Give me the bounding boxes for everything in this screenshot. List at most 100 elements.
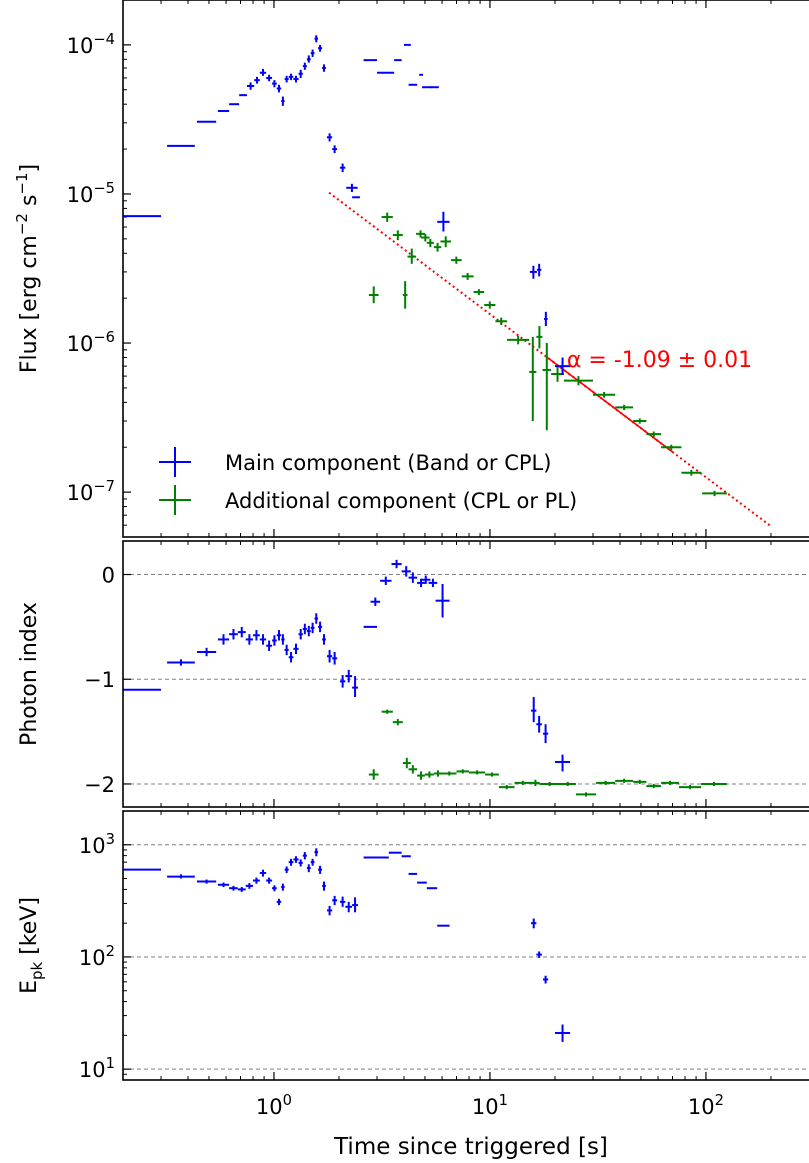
additional-point [681, 469, 702, 476]
main-point [322, 64, 326, 72]
additional-point [392, 230, 403, 241]
main-point [259, 68, 267, 76]
main-point [339, 675, 346, 688]
main-point [542, 975, 549, 984]
additional-point [381, 212, 393, 222]
additional-point [450, 256, 462, 264]
main-point [259, 869, 267, 877]
additional-point [381, 709, 393, 714]
additional-point [633, 779, 647, 784]
additional-point [433, 242, 442, 252]
main-point [276, 84, 282, 93]
main-point [536, 951, 542, 958]
additional-point [575, 792, 597, 797]
y-tick-label-epk-1: 102 [79, 943, 115, 970]
main-point [421, 575, 431, 584]
main-point [259, 634, 267, 645]
main-point [326, 649, 333, 663]
main-point [246, 82, 255, 90]
additional-point [701, 781, 727, 787]
main-point [196, 647, 217, 657]
additional-point [368, 769, 379, 780]
fit-line-solid [544, 355, 673, 453]
y-tick-label-epk-2: 103 [79, 831, 115, 858]
additional-point [529, 336, 537, 421]
main-point [391, 559, 402, 569]
main-point [284, 75, 289, 83]
main-point [339, 896, 346, 907]
main-point [322, 881, 326, 891]
additional-point [646, 783, 662, 789]
y-axis-label-epk: Epk [keV] [17, 897, 46, 994]
main-point [318, 621, 323, 633]
main-point [310, 49, 315, 57]
additional-point [424, 771, 434, 778]
additional-point [633, 418, 647, 424]
additional-point [702, 490, 727, 497]
x-axis-label: Time since triggered [s] [333, 1134, 608, 1160]
main-point [281, 883, 285, 891]
main-point [310, 858, 315, 866]
main-point [276, 630, 282, 641]
x-tick-label-1: 101 [472, 1092, 508, 1119]
additional-point [407, 248, 417, 264]
main-point [370, 597, 381, 606]
panel-flux: Flux [erg cm−2 s−1] α = -1.09 ± 0.01 Main … [13, 0, 809, 538]
main-point [542, 724, 549, 744]
main-point [293, 643, 299, 655]
main-point [167, 659, 195, 666]
main-point [298, 69, 303, 78]
main-point [531, 697, 537, 723]
additional-point [484, 301, 496, 309]
main-point [332, 145, 338, 154]
main-point [428, 578, 438, 588]
y-tick-label-flux-1: 10−6 [67, 329, 115, 356]
y-tick-label-flux-0: 10−7 [67, 478, 115, 505]
additional-point [473, 289, 485, 296]
main-point [346, 183, 358, 193]
x-tick-label-0: 100 [256, 1092, 292, 1119]
additional-point [615, 404, 634, 411]
main-point [293, 75, 299, 83]
main-point [276, 898, 282, 906]
y-axis-label-flux: Flux [erg cm−2 s−1] [13, 164, 42, 373]
main-point [281, 96, 285, 106]
main-point [318, 865, 323, 874]
main-point [288, 858, 294, 866]
additional-point [426, 238, 434, 248]
additional-point [539, 781, 560, 787]
main-point [339, 163, 346, 173]
x-tick-label-2: 102 [688, 1092, 724, 1119]
main-point [266, 640, 273, 651]
additional-point [536, 326, 543, 349]
additional-point [498, 785, 515, 790]
main-point [531, 918, 537, 929]
main-point [253, 630, 260, 641]
main-point [314, 35, 319, 43]
main-point [245, 634, 254, 645]
additional-point [456, 769, 470, 774]
additional-point [593, 391, 616, 398]
main-point [272, 635, 277, 646]
main-point [314, 848, 319, 857]
additional-point [531, 779, 540, 787]
additional-point [559, 781, 576, 787]
main-point [302, 852, 307, 860]
main-point [298, 628, 303, 640]
main-point [288, 73, 294, 81]
main-point [310, 622, 315, 634]
main-point [302, 623, 307, 635]
main-point [306, 864, 311, 873]
additional-point [440, 236, 451, 248]
main-point [306, 625, 311, 637]
main-point [302, 62, 307, 70]
panel-frame-flux [122, 0, 809, 538]
y-tick-label-index-0: 0 [102, 564, 115, 588]
main-point [554, 357, 571, 376]
legend: Main component (Band or CPL) Additional c… [159, 447, 577, 515]
additional-point [433, 770, 443, 777]
main-point [352, 676, 359, 698]
main-point [408, 572, 418, 583]
legend-label-main: Main component (Band or CPL) [225, 451, 551, 475]
